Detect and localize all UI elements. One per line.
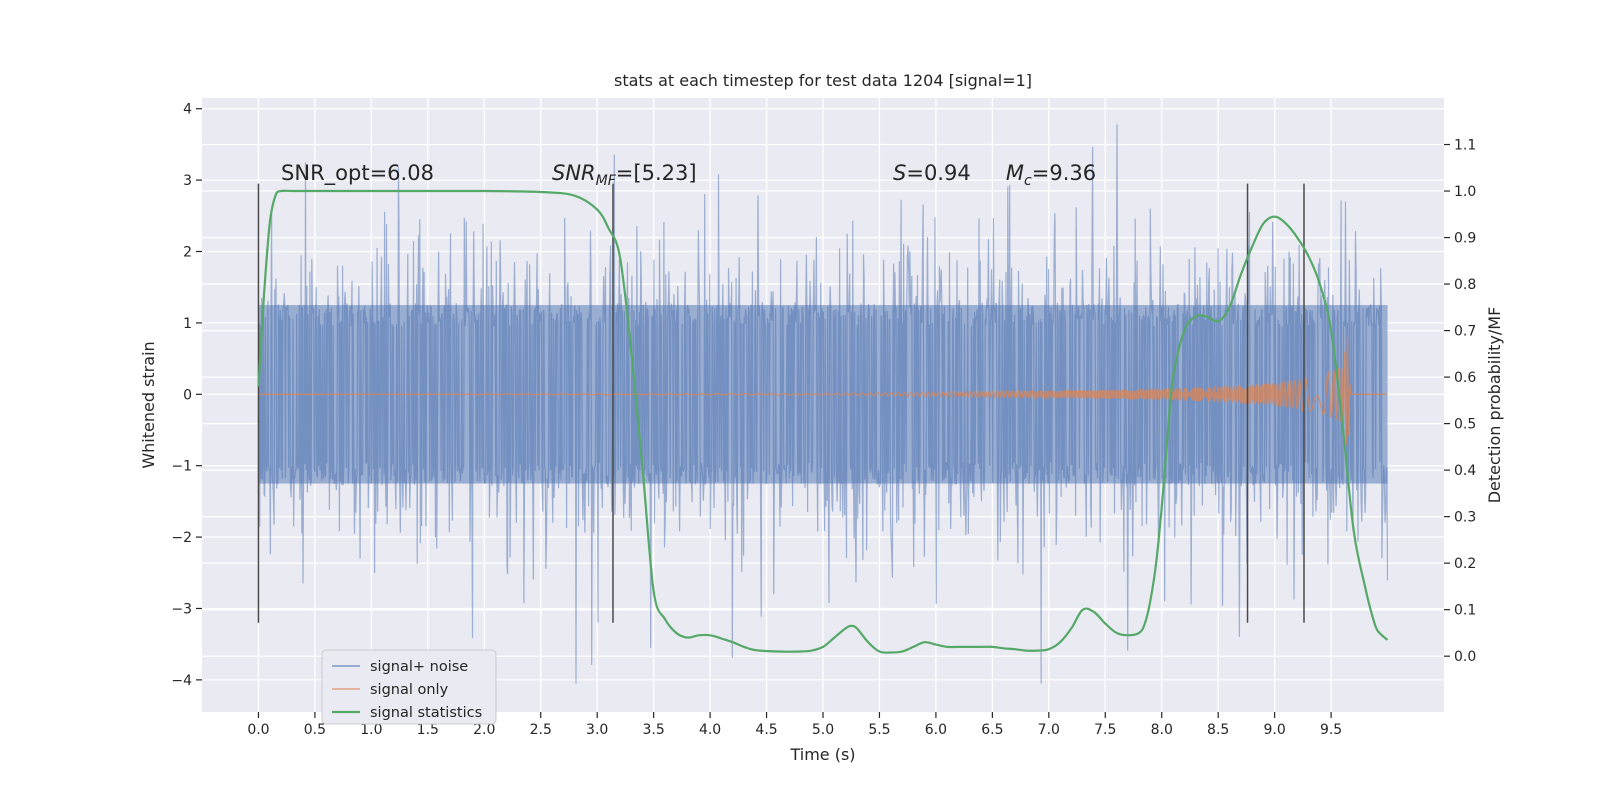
legend-label: signal only (370, 682, 449, 698)
legend-box (321, 649, 497, 725)
x-tick-label: 0.0 (247, 722, 269, 738)
noise-trace (257, 124, 1389, 684)
y2-tick-label: 0.1 (1454, 603, 1476, 619)
y2-tick-label: 0.8 (1454, 277, 1476, 293)
annotation-mc: Mc=9.36 (1006, 161, 1096, 189)
x-tick-label: 4.5 (755, 722, 777, 738)
axis-ticks: 0.0 0.5 1.0 1.5 2.0 2.5 3.0 3.5 4.0 4.5 5.0 5.5 6.0 6… (171, 102, 1476, 738)
x-tick-label: 2.5 (530, 722, 552, 738)
annotations: SNR_opt=6.08 SNRMF=[5.23] S=0.94 Mc=9.36 (281, 161, 1096, 189)
x-tick-label: 3.0 (586, 722, 608, 738)
x-axis-label: Time (s) (789, 745, 855, 764)
y-tick-label: 2 (183, 245, 192, 261)
annotation-s: S=0.94 (893, 161, 971, 185)
y-tick-label: −1 (171, 459, 192, 475)
legend-label: signal statistics (370, 705, 482, 721)
series-signal-only (258, 335, 1388, 446)
y-tick-label: −2 (171, 530, 192, 546)
x-tick-label: 8.5 (1207, 722, 1229, 738)
x-tick-label: 5.0 (812, 722, 834, 738)
y2-tick-label: 0.0 (1454, 649, 1476, 665)
y2-tick-label: 0.9 (1454, 231, 1476, 247)
x-tick-label: 7.0 (1038, 722, 1060, 738)
y2-tick-label: 0.4 (1454, 463, 1476, 479)
x-tick-label: 6.0 (925, 722, 947, 738)
y2-tick-label: 0.3 (1454, 510, 1476, 526)
annotation-snr-mf: SNRMF=[5.23] (552, 161, 697, 189)
y-tick-label: 1 (183, 316, 192, 332)
legend-label: signal+ noise (370, 659, 468, 675)
y2-tick-label: 0.2 (1454, 556, 1476, 572)
annotation-snr-opt: SNR_opt=6.08 (281, 161, 434, 186)
y-axis-label: Whitened strain (139, 341, 158, 468)
x-tick-label: 0.5 (304, 722, 326, 738)
statistics-curve (257, 189, 1389, 654)
y-tick-label: 3 (183, 173, 192, 189)
y2-axis-label: Detection probability/MF (1485, 307, 1504, 504)
y2-tick-label: 1.0 (1454, 184, 1476, 200)
x-tick-label: 9.0 (1264, 722, 1286, 738)
x-tick-label: 4.0 (699, 722, 721, 738)
chart-title: stats at each timestep for test data 120… (614, 71, 1032, 90)
x-tick-label: 2.0 (473, 722, 495, 738)
x-tick-label: 9.5 (1320, 722, 1342, 738)
y-tick-label: 0 (183, 387, 192, 403)
y2-tick-label: 1.1 (1454, 138, 1476, 154)
y2-tick-label: 0.6 (1454, 370, 1476, 386)
x-tick-label: 1.5 (417, 722, 439, 738)
x-tick-label: 8.0 (1151, 722, 1173, 738)
x-tick-label: 3.5 (643, 722, 665, 738)
y2-tick-label: 0.5 (1454, 417, 1476, 433)
x-tick-label: 6.5 (981, 722, 1003, 738)
x-tick-label: 5.5 (868, 722, 890, 738)
y-tick-label: −4 (171, 673, 192, 689)
y-tick-label: 4 (183, 102, 192, 118)
legend: signal+ noise signal only signal statistic… (321, 649, 497, 725)
signal-trace (258, 335, 1388, 446)
series-signal-statistics (257, 189, 1389, 654)
x-tick-label: 1.0 (360, 722, 382, 738)
y-tick-label: −3 (171, 601, 192, 617)
x-tick-label: 7.5 (1094, 722, 1116, 738)
y2-tick-label: 0.7 (1454, 324, 1476, 340)
